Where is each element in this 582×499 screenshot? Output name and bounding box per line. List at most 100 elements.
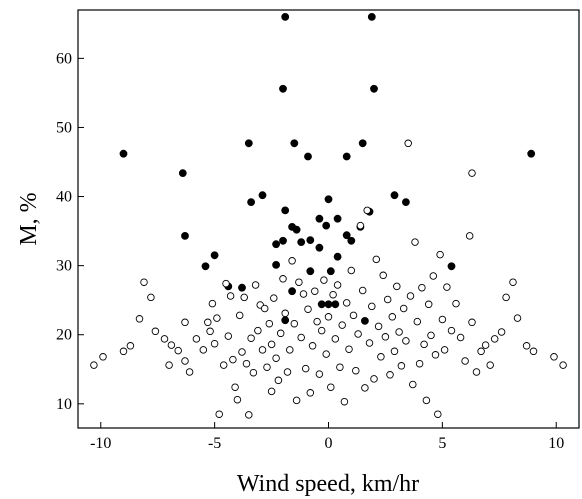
open-point [283,368,292,376]
open-point [390,347,399,356]
filled-point [322,221,331,230]
open-point [224,332,233,340]
open-point [231,383,239,391]
open-point [486,361,494,369]
open-point [465,232,474,240]
open-point [429,272,438,280]
open-point [422,396,431,405]
open-point [320,276,328,284]
open-point [502,293,510,302]
open-point [226,292,235,300]
open-point [222,279,230,288]
filled-point [281,13,290,21]
open-point [363,206,371,215]
filled-point [342,231,351,240]
y-tick-label: 50 [56,119,72,136]
open-point [210,339,219,348]
open-point [329,290,337,299]
open-point [349,311,358,320]
open-point [404,139,412,148]
open-point [447,326,456,335]
open-point [322,350,330,358]
open-point [397,362,406,370]
open-point [513,314,522,322]
x-axis-title: Wind speed, km/hr [237,471,419,497]
open-point [443,283,451,291]
plot-frame [77,9,580,429]
open-point [247,334,255,342]
filled-point [361,317,369,325]
filled-point [238,283,246,292]
open-point [415,359,424,368]
open-point [436,250,444,259]
open-point [438,315,447,324]
open-point [267,340,276,349]
filled-point [390,191,399,200]
open-point [206,327,214,336]
x-tick-label: 0 [325,435,333,452]
open-point [204,318,212,327]
open-point [522,342,531,350]
open-point [299,290,308,298]
open-point [358,286,367,295]
filled-point [247,198,256,207]
open-point [251,281,260,289]
open-point [151,327,160,336]
open-point [388,313,397,321]
open-point [399,304,408,313]
open-point [395,328,403,336]
open-point [481,341,490,349]
filled-point [447,262,456,271]
open-point [365,339,374,347]
open-point [402,337,410,345]
filled-point [317,300,326,309]
open-point [472,368,481,376]
open-point [160,335,169,343]
filled-point [244,139,253,148]
open-point [368,302,376,311]
y-tick-label: 10 [56,396,72,413]
open-point [411,238,419,246]
open-point [295,278,303,286]
open-point [468,318,476,327]
open-point [372,255,381,264]
open-point [99,353,107,361]
filled-point [210,251,219,260]
open-point [313,317,321,326]
open-point [292,396,301,405]
open-point [406,292,415,300]
open-point [167,341,176,349]
open-point [434,410,442,418]
open-point [550,353,558,361]
filled-point [324,300,333,309]
y-tick-label: 30 [56,258,72,275]
open-point [354,330,362,338]
open-point [270,294,278,302]
open-point [317,326,326,335]
open-point [356,221,365,230]
open-point [233,395,242,404]
open-point [427,331,435,340]
open-point [281,309,289,318]
filled-point [347,236,356,245]
open-point [374,322,383,331]
filled-point [331,300,340,309]
open-point [286,346,294,354]
open-point [370,375,378,383]
filled-point [181,232,189,240]
y-tick-label: 60 [56,50,72,67]
open-point [490,335,499,343]
open-point [265,319,274,328]
open-point [477,347,485,356]
filled-point [281,206,290,215]
open-point [509,278,517,286]
filled-point [292,225,301,234]
open-point [165,361,173,369]
x-tick-label: 10 [548,435,564,452]
open-point [308,342,317,350]
open-point [529,347,538,356]
open-point [181,357,189,365]
open-point [461,357,469,365]
open-point [306,389,315,397]
open-point [311,287,319,295]
